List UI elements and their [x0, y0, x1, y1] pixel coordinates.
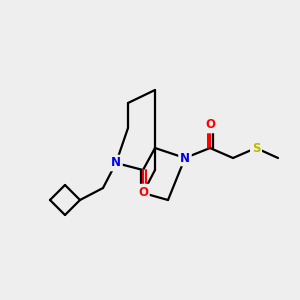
Text: N: N	[111, 157, 121, 169]
Text: N: N	[180, 152, 190, 164]
Text: O: O	[205, 118, 215, 131]
Text: O: O	[138, 185, 148, 199]
Text: S: S	[252, 142, 260, 154]
